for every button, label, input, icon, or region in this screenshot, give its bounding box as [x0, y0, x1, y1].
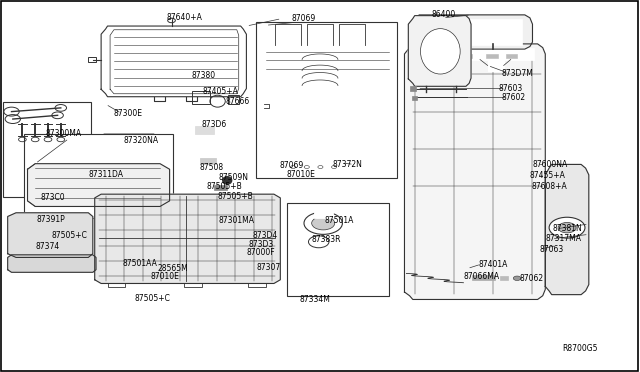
Polygon shape: [28, 164, 170, 206]
Text: 87509N: 87509N: [219, 173, 248, 182]
Polygon shape: [404, 44, 545, 299]
Text: 87311DA: 87311DA: [88, 170, 123, 179]
Text: 87401A: 87401A: [478, 260, 508, 269]
Polygon shape: [8, 255, 96, 272]
Text: 87062: 87062: [519, 274, 543, 283]
Polygon shape: [545, 164, 589, 295]
Text: 87602: 87602: [501, 93, 525, 102]
Polygon shape: [95, 194, 280, 283]
Polygon shape: [8, 213, 93, 257]
Bar: [506, 54, 517, 58]
Bar: [200, 158, 216, 164]
Text: 87505+C: 87505+C: [134, 294, 170, 303]
Text: 86400: 86400: [431, 10, 456, 19]
Bar: [24, 134, 173, 218]
Bar: [422, 19, 522, 45]
Bar: [288, 163, 339, 171]
Bar: [488, 60, 504, 71]
Bar: [410, 86, 416, 91]
Text: 87455+A: 87455+A: [530, 171, 566, 180]
Text: 87010E: 87010E: [150, 272, 180, 280]
Bar: [214, 185, 227, 190]
Text: 87317MA: 87317MA: [545, 234, 581, 243]
Text: 873D4: 873D4: [253, 231, 278, 240]
Bar: [442, 54, 453, 58]
Text: 87381N: 87381N: [552, 224, 582, 233]
Ellipse shape: [420, 29, 460, 74]
Text: 87600NA: 87600NA: [532, 160, 568, 169]
Circle shape: [558, 222, 576, 233]
Text: 873D3: 873D3: [248, 240, 274, 248]
Text: 87000F: 87000F: [247, 248, 275, 257]
Text: 87334M: 87334M: [300, 295, 330, 304]
Text: 28565M: 28565M: [157, 264, 188, 273]
Text: 87608+A: 87608+A: [531, 182, 567, 191]
Text: 873C0: 873C0: [40, 193, 65, 202]
Bar: [472, 275, 495, 280]
Text: 87372N: 87372N: [333, 160, 362, 169]
Text: 87405+A: 87405+A: [203, 87, 239, 96]
Text: 87508: 87508: [199, 163, 223, 172]
Text: 87300E: 87300E: [113, 109, 143, 118]
Circle shape: [513, 276, 521, 280]
Polygon shape: [410, 15, 532, 49]
Ellipse shape: [223, 177, 232, 184]
Bar: [88, 57, 96, 62]
Text: R8700G5: R8700G5: [562, 344, 598, 353]
Text: 873D7M: 873D7M: [501, 69, 533, 78]
Circle shape: [304, 212, 342, 234]
Bar: [287, 203, 389, 296]
Text: 87300MA: 87300MA: [46, 129, 82, 138]
Text: 87505+B: 87505+B: [206, 182, 242, 191]
Text: 87603: 87603: [499, 84, 523, 93]
Text: 87383R: 87383R: [312, 235, 341, 244]
Bar: [184, 283, 202, 287]
Bar: [3, 102, 91, 197]
Bar: [108, 283, 125, 287]
Bar: [461, 54, 472, 58]
Circle shape: [549, 217, 585, 238]
Text: 87066MA: 87066MA: [463, 272, 499, 280]
Bar: [412, 96, 417, 100]
Bar: [256, 22, 397, 178]
Text: 87666: 87666: [226, 97, 250, 106]
Text: 87301MA: 87301MA: [219, 216, 255, 225]
Bar: [248, 283, 266, 287]
Bar: [500, 276, 508, 280]
Polygon shape: [408, 16, 471, 86]
Bar: [195, 126, 214, 134]
Text: 87307: 87307: [257, 263, 281, 272]
Text: 87501A: 87501A: [324, 216, 354, 225]
Text: 87010E: 87010E: [286, 170, 316, 179]
Text: 87505+B: 87505+B: [218, 192, 253, 201]
Text: 87320NA: 87320NA: [124, 136, 158, 145]
Bar: [228, 95, 239, 104]
Text: 87069: 87069: [292, 14, 316, 23]
Text: 87640+A: 87640+A: [166, 13, 202, 22]
Circle shape: [308, 236, 329, 248]
Bar: [314, 210, 333, 218]
Text: 87501AA: 87501AA: [122, 259, 157, 268]
Text: 87069: 87069: [279, 161, 303, 170]
Text: 87391P: 87391P: [37, 215, 65, 224]
Text: 873D6: 873D6: [202, 120, 227, 129]
Text: 87063: 87063: [540, 245, 564, 254]
Text: 87380: 87380: [191, 71, 216, 80]
Text: 87374: 87374: [36, 242, 60, 251]
Circle shape: [312, 217, 335, 230]
Bar: [486, 54, 498, 58]
Polygon shape: [101, 26, 246, 97]
Bar: [422, 48, 534, 60]
Text: 87505+C: 87505+C: [51, 231, 87, 240]
Bar: [192, 91, 210, 104]
